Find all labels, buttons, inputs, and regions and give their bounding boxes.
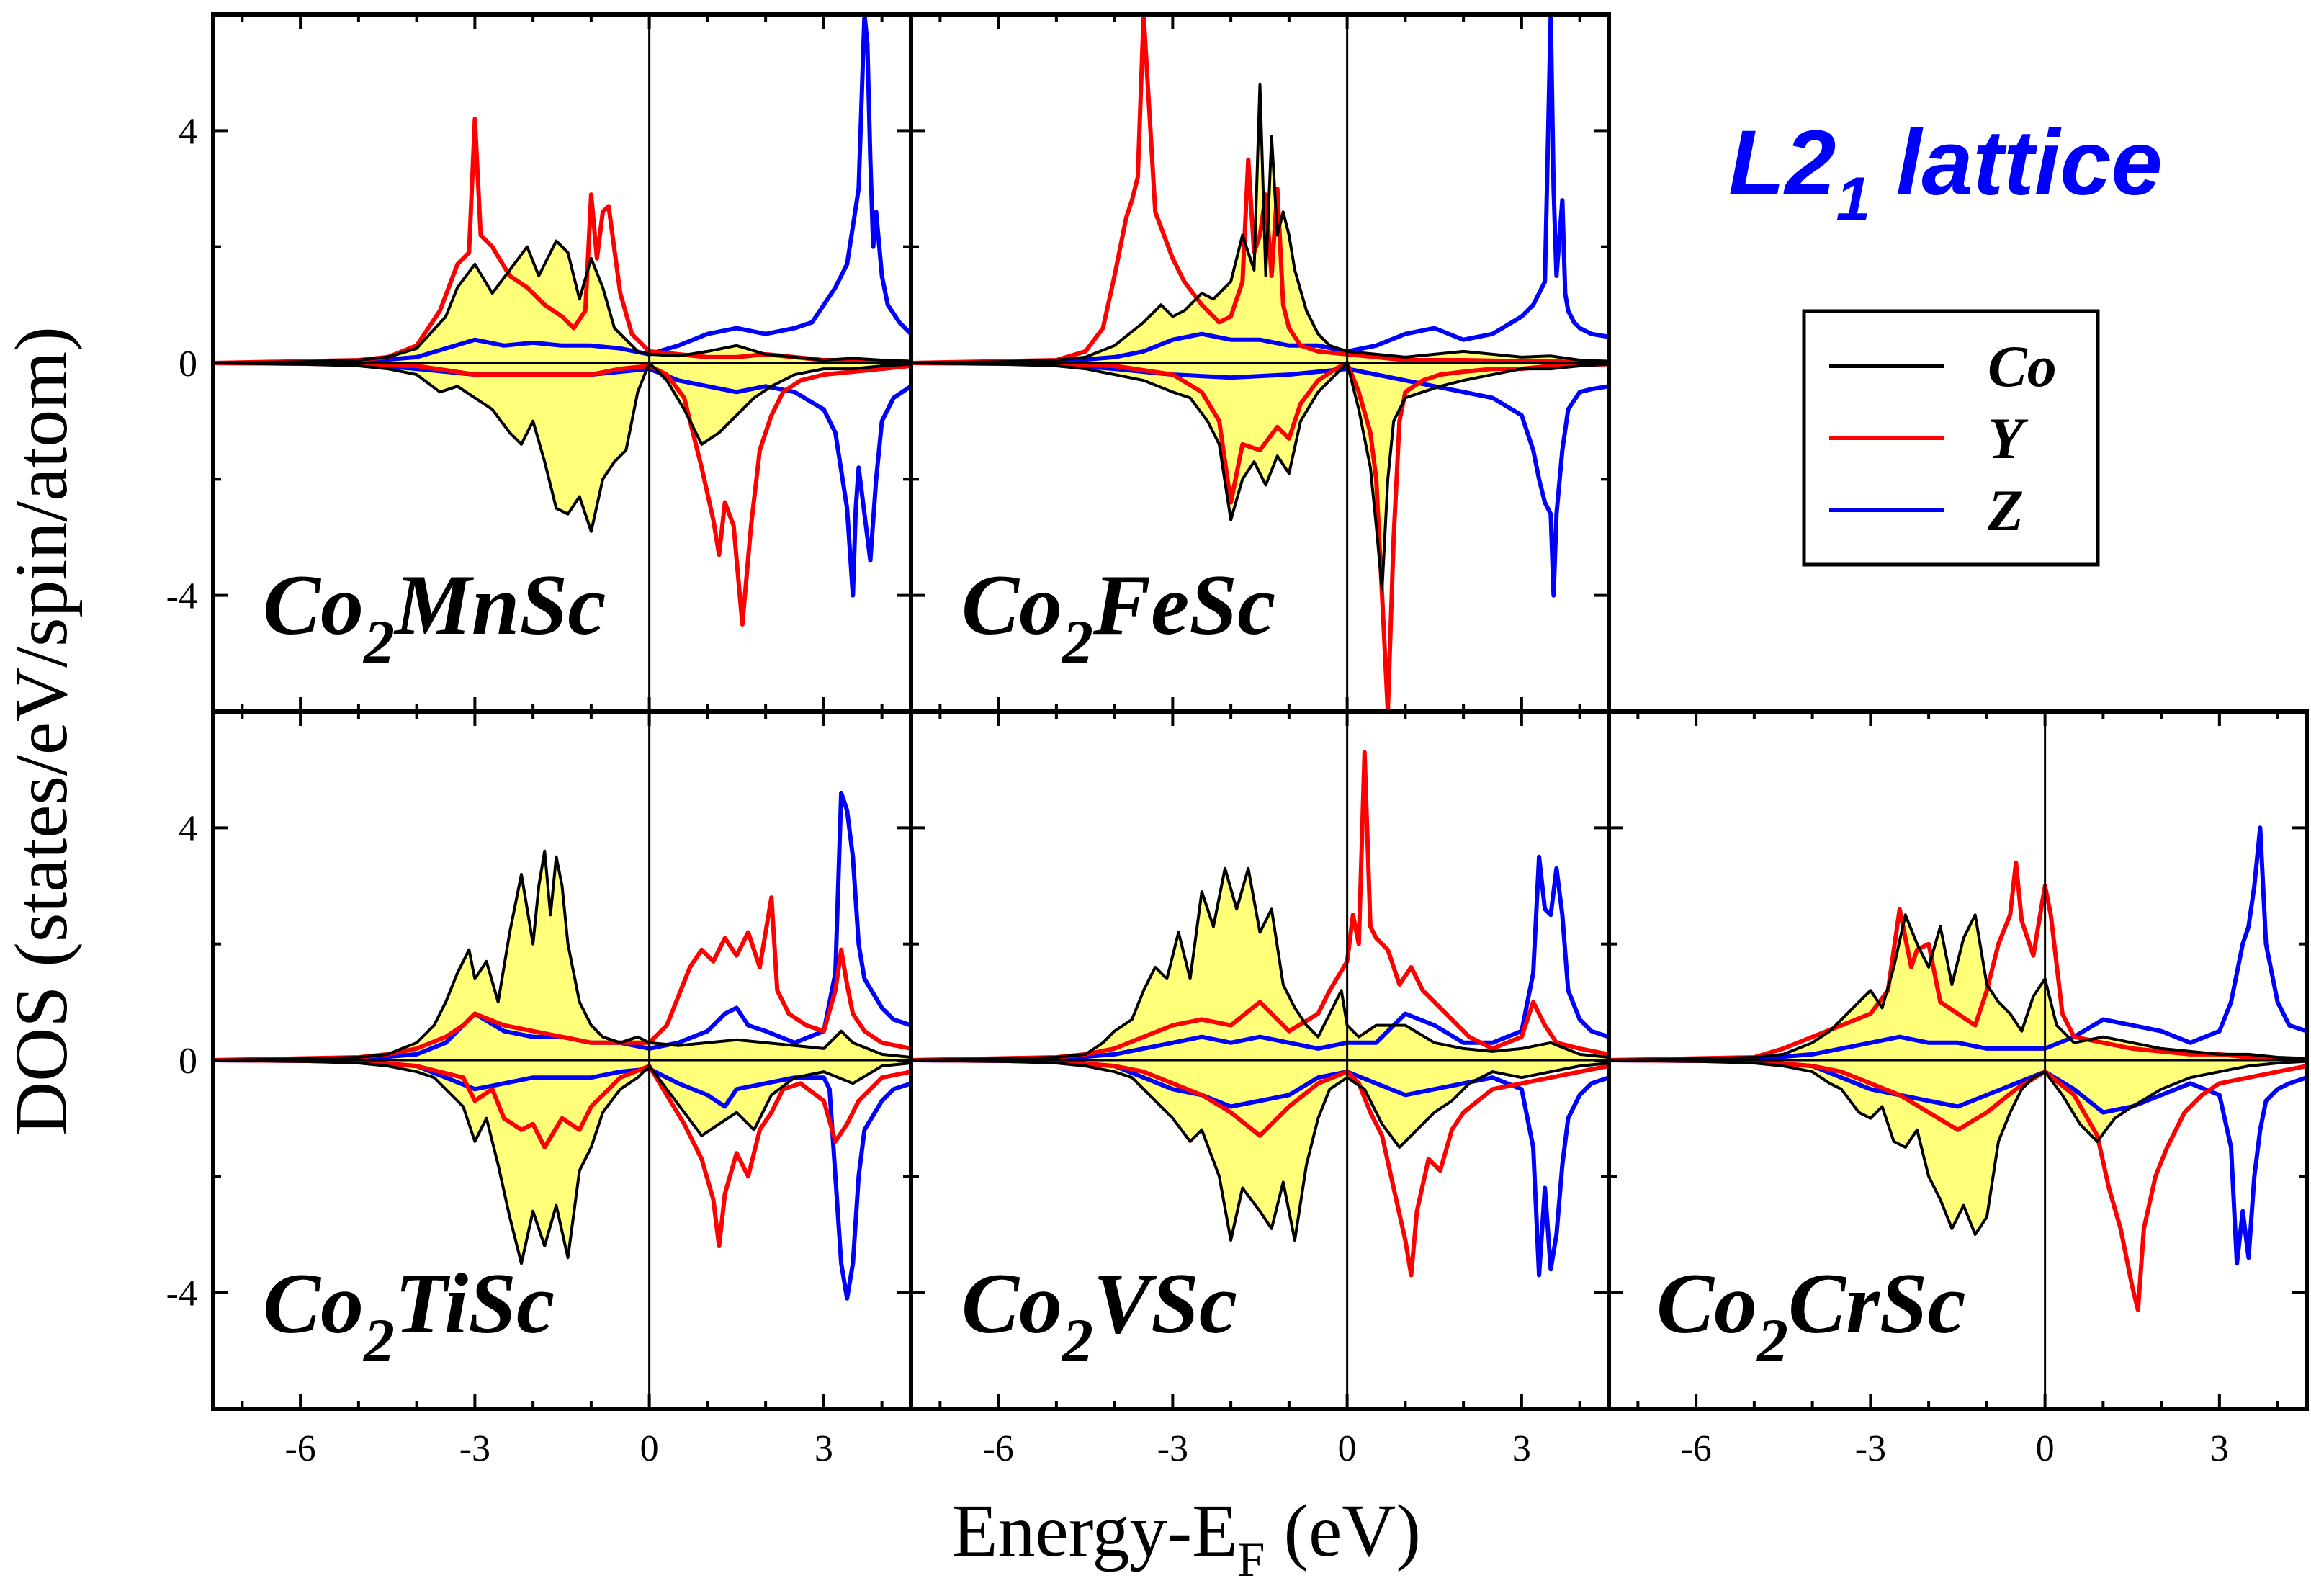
series-z-down xyxy=(911,1058,1609,1278)
co-fill-up xyxy=(213,851,911,1060)
legend-label-y: Y xyxy=(1988,405,2029,471)
x-tick-label: 0 xyxy=(1338,1428,1357,1469)
x-tick-label: 3 xyxy=(1512,1428,1531,1469)
x-tick-label: 3 xyxy=(2210,1428,2229,1469)
y-axis-title: DOS (states/eV/spin/atom) xyxy=(0,326,83,1136)
series-y-down xyxy=(911,1058,1609,1278)
y-tick-label: 4 xyxy=(179,808,197,849)
panel-label-base: Co xyxy=(1656,1255,1757,1351)
co-fill-down xyxy=(213,1060,911,1264)
series-co-down xyxy=(1609,1059,2307,1236)
series-z-up xyxy=(1609,825,2307,1062)
legend: Co Y Z xyxy=(1802,309,2100,567)
panel-label-sub: 2 xyxy=(362,1306,395,1375)
x-tick-label: -3 xyxy=(1157,1428,1188,1469)
panel-label-rest: TiSc xyxy=(395,1255,555,1351)
x-axis-title-sub: F xyxy=(1238,1532,1265,1587)
series-z-down xyxy=(213,1058,911,1301)
series-z-down xyxy=(911,361,1609,598)
series-y-down xyxy=(911,361,1609,712)
lattice-rest: lattice xyxy=(1870,112,2163,215)
panel-label-sub: 2 xyxy=(362,607,395,676)
y-tick-label: -4 xyxy=(166,1273,197,1314)
x-axis-title: Energy-EF (eV) xyxy=(952,1489,1421,1587)
x-tick-label: -6 xyxy=(284,1428,315,1469)
x-tick-label: -6 xyxy=(1680,1428,1711,1469)
x-axis-title-main: Energy-E xyxy=(952,1489,1238,1572)
panel-label-rest: FeSc xyxy=(1092,557,1275,653)
panel-label-rest: MnSc xyxy=(393,557,606,653)
co-fill-up xyxy=(213,241,911,363)
plot-area xyxy=(213,712,911,1409)
lattice-main: L2 xyxy=(1728,112,1836,215)
series-co-down xyxy=(911,1059,1609,1242)
panel-label-sub: 2 xyxy=(1061,607,1093,676)
x-tick-label: 0 xyxy=(2036,1428,2055,1469)
series-z-up xyxy=(911,14,1609,365)
panel-label: Co2TiSc xyxy=(263,1255,555,1375)
series-co-up xyxy=(213,239,911,364)
x-tick-label: -6 xyxy=(982,1428,1013,1469)
series-y-up xyxy=(213,117,911,365)
panel-label-sub: 2 xyxy=(1756,1306,1788,1375)
panel-co2fesc: Co2FeSc xyxy=(909,12,1611,714)
panel-label-rest: CrSc xyxy=(1788,1255,1966,1351)
panel-label-base: Co xyxy=(961,557,1062,653)
panel-co2tisc: -6 -3 0 3 -4 0 4 Co2TiSc xyxy=(166,709,913,1469)
series-co-down xyxy=(213,362,911,533)
panel-label: Co2FeSc xyxy=(961,557,1275,676)
series-y-up xyxy=(1609,860,2307,1062)
plot-area xyxy=(1609,712,2307,1409)
series-co-up xyxy=(911,82,1609,364)
panel-co2vsc: -6 -3 0 3 Co2VSc xyxy=(909,709,1611,1469)
lattice-sub: 1 xyxy=(1836,165,1870,234)
series-co-up xyxy=(1609,913,2307,1062)
y-tick-label: 0 xyxy=(179,1041,197,1082)
series-y-up xyxy=(213,895,911,1062)
y-tick-label: 4 xyxy=(179,111,197,152)
panel-label-base: Co xyxy=(263,1255,364,1351)
panel-label-sub: 2 xyxy=(1061,1306,1093,1375)
plot-area xyxy=(213,14,911,712)
series-y-up xyxy=(911,750,1609,1062)
y-tick-label: 0 xyxy=(179,344,197,385)
co-fill-up xyxy=(1609,915,2307,1060)
co-fill-down xyxy=(213,363,911,532)
x-tick-label: -3 xyxy=(1855,1428,1886,1469)
co-fill-down xyxy=(911,363,1609,590)
x-axis-title-unit: (eV) xyxy=(1265,1489,1421,1572)
panel-label: Co2VSc xyxy=(961,1255,1237,1375)
co-fill-down xyxy=(1609,1060,2307,1234)
series-co-up xyxy=(213,849,911,1062)
panel-label-base: Co xyxy=(263,557,364,653)
series-y-down xyxy=(213,1058,911,1249)
panel-frame xyxy=(1607,709,2309,1411)
plot-area xyxy=(911,712,1609,1409)
series-co-up xyxy=(911,866,1609,1062)
legend-label-z: Z xyxy=(1987,478,2024,543)
series-y-down xyxy=(1609,1058,2307,1312)
legend-label-co: Co xyxy=(1988,333,2057,399)
co-fill-down xyxy=(911,1060,1609,1241)
series-z-up xyxy=(213,14,911,365)
co-fill-up xyxy=(911,868,1609,1060)
series-y-up xyxy=(911,14,1609,365)
x-tick-label: 0 xyxy=(640,1428,659,1469)
plot-area xyxy=(911,14,1609,712)
series-co-down xyxy=(911,362,1609,591)
x-tick-label: 3 xyxy=(815,1428,833,1469)
series-co-down xyxy=(213,1059,911,1265)
panel-co2mnsc: -4 0 4 Co2MnSc xyxy=(166,12,913,714)
y-tick-label: -4 xyxy=(166,576,197,617)
panel-label-base: Co xyxy=(961,1255,1062,1351)
panel-label: Co2MnSc xyxy=(263,557,606,676)
panel-label: Co2CrSc xyxy=(1656,1255,1966,1375)
series-y-down xyxy=(213,361,911,627)
panel-label-rest: VSc xyxy=(1093,1255,1237,1351)
lattice-annotation: L21 lattice xyxy=(1728,112,2163,234)
panel-co2crsc: -6 -3 0 3 Co2CrSc xyxy=(1607,709,2309,1469)
x-tick-label: -3 xyxy=(459,1428,490,1469)
series-z-up xyxy=(911,854,1609,1062)
